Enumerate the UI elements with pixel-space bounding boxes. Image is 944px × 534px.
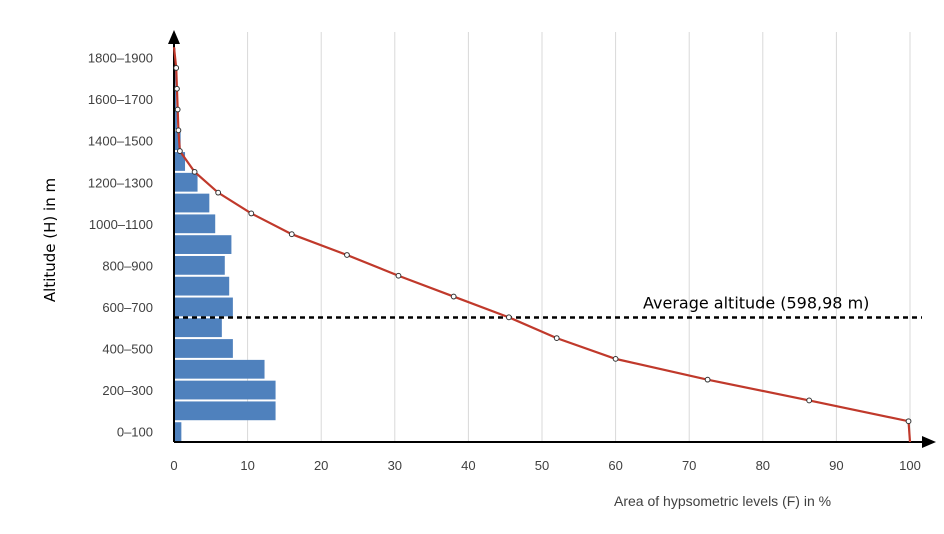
y-tick-label: 200–300 [102,383,153,398]
curve-point [176,148,183,154]
curve-points [173,65,912,425]
bar-1200–1300 [174,172,198,192]
y-tick-label: 1600–1700 [88,92,153,107]
y-tick-label: 1000–1100 [89,217,153,232]
bar-200–300 [174,380,276,400]
y-tick-label: 1200–1300 [88,175,153,190]
curve-point [704,376,711,383]
curve-point [191,168,198,175]
curve-point [450,293,457,300]
x-tick-label: 0 [170,458,177,473]
curve-point [612,355,619,362]
y-tick-labels: 0–100 200–300 400–500 600–700 800–900 1000–11… [88,51,153,440]
bar-1300–1400 [174,152,186,171]
hypsometric-curve [172,47,912,443]
y-tick-label: 400–500 [102,341,153,356]
curve-point [215,189,222,196]
average-altitude: Average altitude (598,98 m) [174,294,922,319]
curve-point [174,106,181,113]
x-tick-label: 50 [535,458,549,473]
axes [168,30,936,448]
bars [174,48,276,441]
y-tick-label: 0–100 [117,425,153,440]
y-tick-label: 1800–1900 [88,51,153,66]
curve-point [553,335,560,342]
curve-point [806,397,813,404]
average-altitude-label: Average altitude (598,98 m) [643,294,869,313]
curve-point [175,127,182,134]
curve-point [174,85,180,92]
x-tick-label: 80 [756,458,770,473]
x-tick-label: 20 [314,458,328,473]
bar-700–800 [174,276,230,296]
curve-point [288,231,295,238]
curve-point [505,314,512,321]
bar-400–500 [174,339,233,358]
bar-0–100 [174,422,182,441]
bar-100–200 [174,401,276,421]
x-tick-labels: 0 10 20 30 40 50 60 70 80 90 100 [170,458,920,473]
bar-1100–1200 [174,193,210,213]
bar-1400–1500 [174,131,181,151]
y-tick-label: 800–900 [102,258,153,273]
bar-1600–1700 [174,89,177,109]
curve-point [395,272,402,279]
bar-500–600 [174,318,222,338]
y-axis-label: Altitude (H) in m [41,178,59,302]
hypsometric-curve-line [172,47,912,443]
x-tick-label: 40 [461,458,475,473]
x-tick-label: 10 [240,458,254,473]
x-axis-label: Area of hypsometric levels (F) in % [614,493,831,509]
gridlines [247,32,911,442]
y-tick-label: 600–700 [102,300,153,315]
x-tick-label: 60 [608,458,622,473]
x-tick-label: 30 [388,458,402,473]
bar-1500–1600 [174,110,177,130]
x-axis-arrow-icon [922,436,936,448]
bar-300–400 [174,359,265,379]
bar-600–700 [174,297,233,317]
curve-point [248,210,255,217]
y-axis-arrow-icon [168,30,180,44]
bar-1000–1100 [174,214,216,234]
bar-900–1000 [174,235,232,254]
curve-point [905,418,912,425]
y-tick-label: 1400–1500 [88,134,153,149]
curve-point [344,252,350,258]
x-tick-label: 70 [682,458,696,473]
x-tick-label: 100 [899,458,921,473]
x-tick-label: 90 [829,458,843,473]
curve-point [173,65,180,71]
bar-800–900 [174,255,225,275]
